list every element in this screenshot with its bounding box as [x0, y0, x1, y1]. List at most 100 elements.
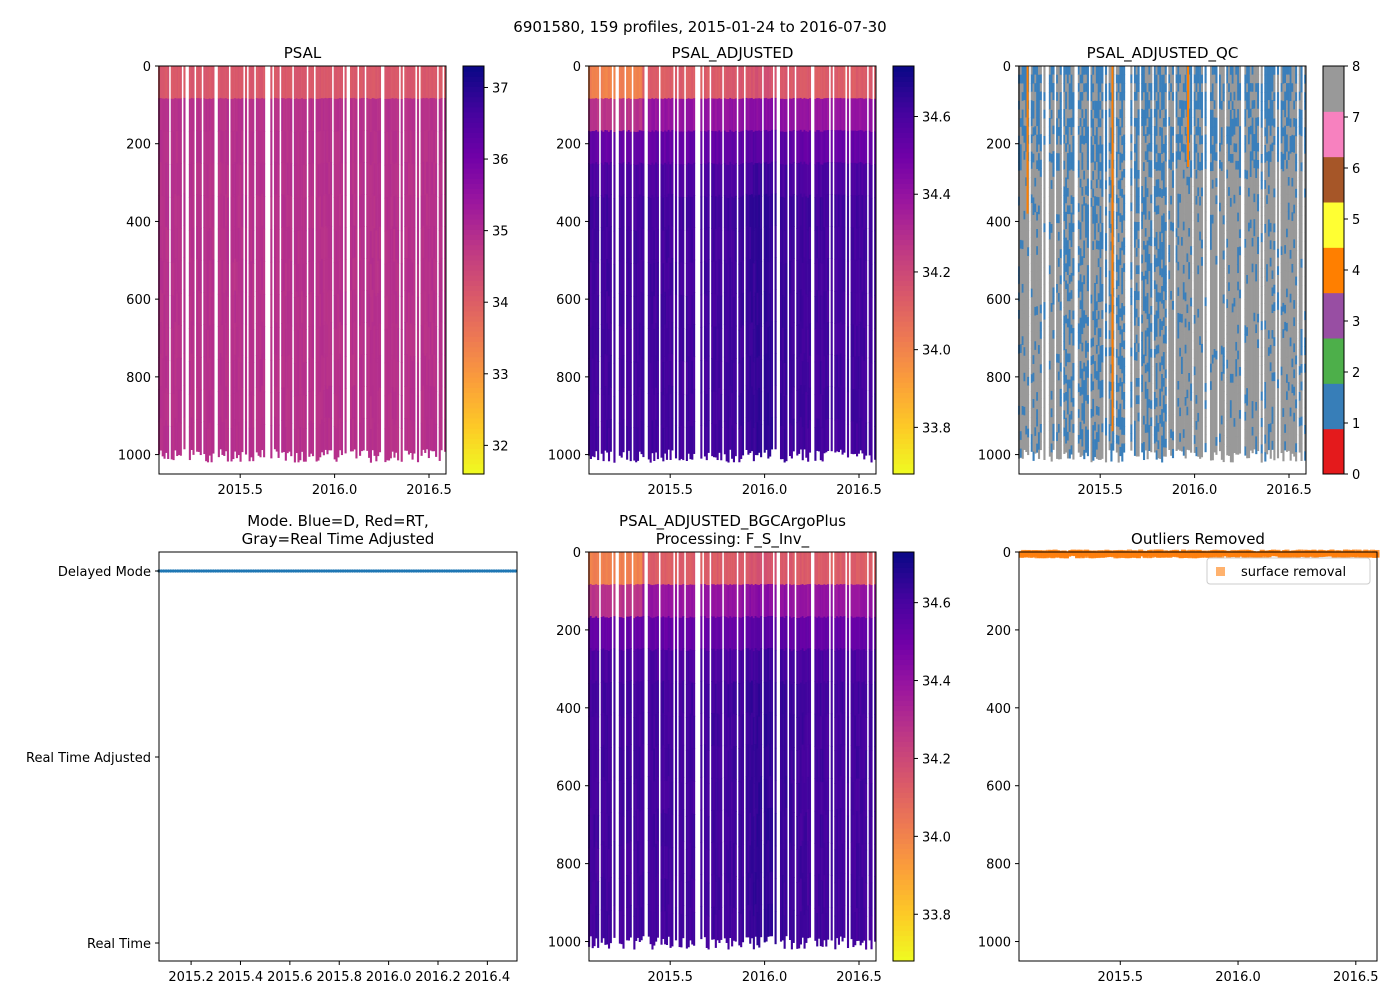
profile-column	[600, 66, 603, 454]
heatmap-cell	[856, 293, 859, 327]
heatmap-cell	[827, 162, 830, 195]
heatmap-cell	[426, 66, 429, 99]
heatmap-cell	[602, 98, 605, 133]
heatmap-cell	[259, 196, 262, 230]
heatmap-cell	[244, 260, 248, 293]
heatmap-cell	[687, 388, 690, 422]
heatmap-cell	[750, 130, 754, 163]
profile-column	[317, 66, 320, 461]
qc-cell	[1057, 354, 1060, 364]
heatmap-cell	[745, 289, 748, 323]
heatmap-cell	[344, 323, 347, 357]
qc-cell	[1043, 135, 1046, 146]
heatmap-cell	[235, 359, 239, 393]
heatmap-cell	[344, 227, 347, 260]
profile-column	[433, 66, 436, 452]
profile-column	[635, 66, 638, 463]
qc-cell	[1085, 314, 1088, 324]
heatmap-cell	[172, 262, 175, 297]
heatmap-cell	[273, 289, 277, 322]
heatmap-cell	[353, 417, 356, 450]
heatmap-cell	[790, 327, 793, 361]
heatmap-cell	[286, 130, 289, 164]
heatmap-cell	[607, 395, 611, 429]
colorbar-swatch	[893, 132, 914, 138]
heatmap-cell	[163, 131, 166, 165]
heatmap-cell	[620, 424, 623, 458]
qc-cell	[1043, 267, 1046, 277]
heatmap-cell	[208, 422, 211, 456]
heatmap-cell	[328, 385, 331, 419]
heatmap-cell	[712, 196, 716, 230]
qc-cell	[1023, 134, 1026, 144]
qc-cell	[1090, 250, 1093, 260]
heatmap-cell	[387, 262, 391, 297]
heatmap-cell	[863, 98, 866, 132]
x-tick-label: 2015.5	[647, 483, 693, 498]
colorbar-swatch	[893, 142, 914, 149]
qc-cell	[1030, 117, 1033, 127]
qc-cell	[1086, 152, 1089, 162]
qc-cell	[1027, 376, 1030, 386]
heatmap-cell	[438, 197, 441, 231]
heatmap-cell	[369, 99, 372, 133]
heatmap-cell	[647, 98, 650, 132]
heatmap-cell	[433, 194, 436, 227]
qc-cell	[1030, 288, 1033, 298]
heatmap-cell	[239, 362, 242, 396]
heatmap-cell	[444, 354, 447, 388]
heatmap-cell	[767, 262, 770, 296]
heatmap-cell	[783, 197, 786, 232]
heatmap-cell	[416, 131, 420, 166]
heatmap-cell	[819, 197, 822, 231]
qc-cell	[1077, 83, 1080, 93]
colorbar-tick-label: 33.8	[922, 421, 951, 436]
heatmap-cell	[707, 291, 710, 325]
heatmap-cell	[754, 98, 757, 132]
profile-column	[355, 66, 358, 459]
qc-cell	[1057, 135, 1060, 146]
heatmap-cell	[188, 197, 191, 231]
heatmap-cell	[293, 428, 296, 463]
heatmap-cell	[801, 262, 804, 297]
heatmap-cell	[299, 66, 302, 100]
colorbar-swatch	[463, 468, 484, 475]
heatmap-cell	[159, 386, 162, 419]
heatmap-cell	[377, 228, 380, 262]
profile-column	[602, 66, 605, 462]
heatmap-psal	[158, 65, 447, 475]
heatmap-cell	[647, 196, 650, 231]
qc-cell	[1034, 100, 1037, 110]
qc-cell	[1079, 395, 1082, 405]
qc-cell	[1023, 108, 1026, 118]
profile-column	[427, 66, 430, 459]
heatmap-cell	[326, 66, 329, 99]
qc-cell	[1081, 117, 1084, 128]
heatmap-cell	[703, 423, 707, 457]
qc-cell	[1039, 321, 1042, 331]
heatmap-cell	[393, 163, 396, 197]
qc-cell	[1057, 100, 1060, 111]
heatmap-cell	[671, 385, 674, 419]
qc-cell	[1090, 321, 1093, 331]
heatmap-cell	[161, 390, 164, 424]
heatmap-cell	[714, 66, 717, 100]
qc-cell	[1092, 346, 1095, 356]
heatmap-cell	[817, 290, 821, 324]
heatmap-cell	[656, 262, 659, 296]
heatmap-cell	[856, 228, 859, 262]
heatmap-cell	[774, 161, 777, 195]
qc-cell	[1077, 392, 1080, 402]
profile-column	[406, 66, 409, 451]
qc-cell	[1023, 210, 1026, 220]
heatmap-cell	[426, 353, 429, 386]
heatmap-cell	[711, 423, 714, 457]
heatmap-cell	[808, 291, 812, 324]
heatmap-cell	[290, 390, 293, 424]
qc-cell	[1052, 338, 1055, 348]
heatmap-cell	[391, 258, 394, 292]
heatmap-cell	[375, 263, 378, 297]
heatmap-cell	[707, 420, 710, 453]
qc-cell	[1036, 357, 1039, 367]
qc-cell	[1023, 244, 1026, 254]
